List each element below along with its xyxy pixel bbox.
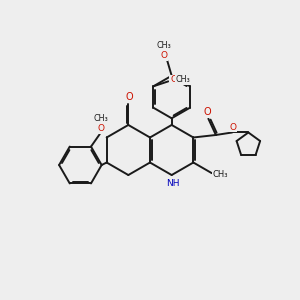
- Text: CH₃: CH₃: [94, 114, 109, 123]
- Text: O: O: [125, 92, 133, 102]
- Text: CH₃: CH₃: [213, 170, 228, 179]
- Text: O: O: [229, 123, 236, 132]
- Text: O: O: [203, 107, 211, 117]
- Text: O: O: [160, 51, 167, 60]
- Text: O: O: [98, 124, 105, 133]
- Text: CH₃: CH₃: [156, 41, 171, 50]
- Text: NH: NH: [167, 179, 180, 188]
- Text: CH₃: CH₃: [176, 75, 190, 84]
- Text: O: O: [170, 75, 177, 84]
